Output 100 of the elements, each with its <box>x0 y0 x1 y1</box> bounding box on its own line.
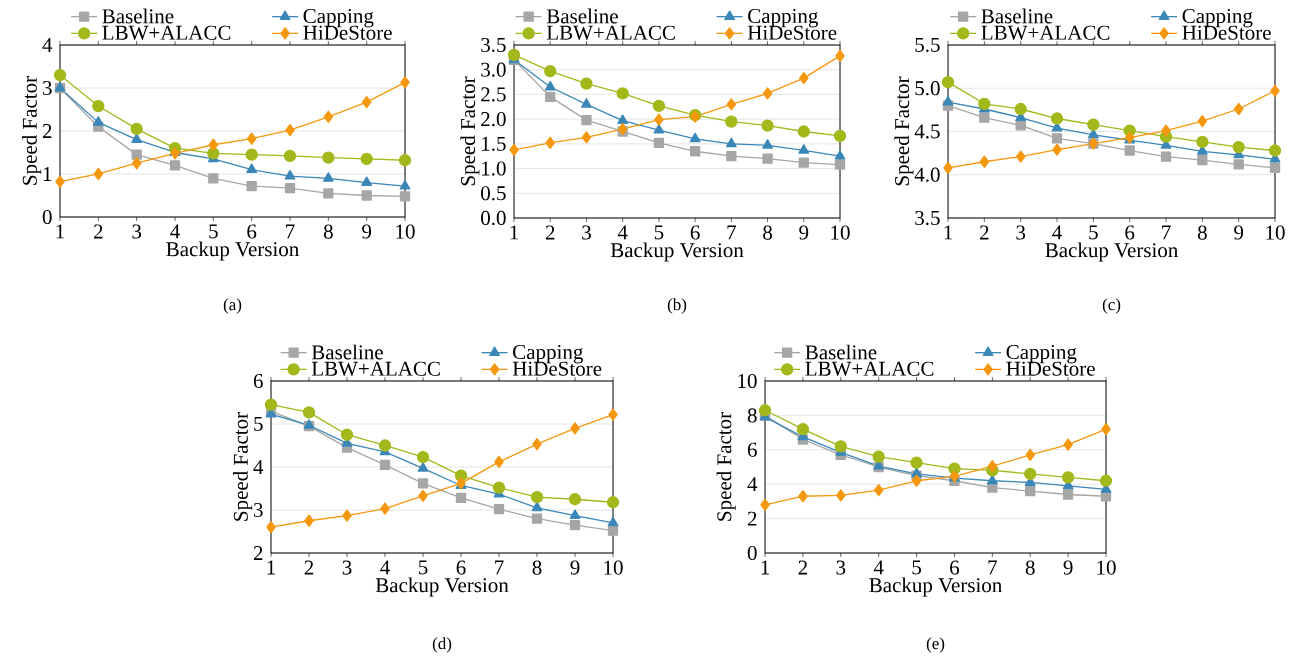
x-tick-label: 5 <box>209 224 218 239</box>
y-tick-label: 10 <box>738 373 757 389</box>
x-tick-label: 10 <box>396 224 415 239</box>
y-tick-label: 1 <box>43 167 52 181</box>
x-tick-label: 8 <box>763 225 773 240</box>
text: LBW+ALACC <box>102 25 231 40</box>
y-tick-label: 3 <box>42 80 52 96</box>
y-tick-label: 4.0 <box>914 167 940 182</box>
x-tick-label: 4 <box>170 224 180 239</box>
text: (c) <box>1102 298 1121 314</box>
x-tick-label: 7 <box>727 225 736 240</box>
y-tick-label: 6 <box>253 373 263 389</box>
x-axis-title: Backup Version <box>869 577 1003 597</box>
x-tick-label: 10 <box>1266 225 1285 240</box>
x-axis-title: Backup Version <box>375 577 509 597</box>
y-tick-label: 3.5 <box>481 37 506 53</box>
y-tick-label: 1.0 <box>482 161 506 176</box>
x-tick-label: 5 <box>654 225 664 240</box>
x-tick-label: 1 <box>761 560 770 575</box>
y-axis-title: Speed Factor <box>894 76 914 186</box>
x-tick-label: 6 <box>456 560 466 575</box>
x-tick-label: 2 <box>304 560 314 575</box>
y-tick-label: 4 <box>42 38 53 52</box>
y-tick-label: 0 <box>747 545 757 561</box>
x-tick-label: 9 <box>1234 225 1244 240</box>
x-tick-label: 3 <box>1016 225 1026 240</box>
x-tick-label: 3 <box>582 225 591 240</box>
y-tick-label: 4 <box>747 477 758 492</box>
x-tick-label: 10 <box>1097 560 1116 575</box>
x-tick-label: 1 <box>944 225 953 240</box>
x-tick-label: 7 <box>988 560 997 575</box>
text: (d) <box>432 637 452 653</box>
y-tick-label: 3.0 <box>481 62 506 77</box>
x-tick-label: 1 <box>56 224 64 239</box>
series-label: LBW+ALACC <box>311 361 440 376</box>
x-tick-label: 3 <box>132 224 142 239</box>
x-tick-label: 2 <box>980 225 989 240</box>
text: (b) <box>667 298 687 314</box>
y-tick-label: 4.5 <box>914 124 940 139</box>
y-tick-label: 5 <box>254 417 263 431</box>
y-tick-label: 2 <box>42 124 52 138</box>
x-tick-label: 4 <box>873 560 884 575</box>
y-tick-label: 2 <box>253 546 263 560</box>
legend-label: Baseline <box>981 8 1053 24</box>
y-tick-label: 0 <box>42 209 52 225</box>
x-tick-label: 10 <box>831 225 850 240</box>
y-tick-label: 1.5 <box>482 136 506 151</box>
x-tick-label: 7 <box>1162 225 1171 240</box>
x-tick-label: 2 <box>94 224 103 239</box>
legend-label: Baseline <box>311 344 383 360</box>
x-tick-label: 8 <box>532 560 542 575</box>
x-tick-label: 7 <box>495 560 504 575</box>
text: LBW+ALACC <box>805 361 934 376</box>
series-label: LBW+ALACC <box>546 25 675 40</box>
y-tick-label: 2.0 <box>481 112 506 127</box>
text: LBW+ALACC <box>981 25 1110 40</box>
x-axis-title: Backup Version <box>166 241 299 261</box>
x-tick-label: 5 <box>418 560 428 575</box>
x-tick-label: 5 <box>1089 225 1098 240</box>
x-tick-label: 3 <box>342 560 352 575</box>
text: (e) <box>926 637 945 653</box>
x-tick-label: 7 <box>286 224 295 239</box>
x-axis-title: Backup Version <box>1045 242 1179 262</box>
x-tick-label: 1 <box>267 560 275 575</box>
y-axis-title: Speed Factor <box>233 412 253 521</box>
x-tick-label: 6 <box>950 560 960 575</box>
x-tick-label: 6 <box>690 225 700 240</box>
y-tick-label: 2.5 <box>481 87 506 102</box>
x-tick-label: 3 <box>836 560 846 575</box>
x-tick-label: 9 <box>1063 560 1073 575</box>
y-tick-label: 3.5 <box>915 210 940 226</box>
x-tick-label: 4 <box>380 560 390 575</box>
y-tick-label: 6 <box>747 442 757 457</box>
y-tick-label: 3 <box>253 502 263 518</box>
x-tick-label: 6 <box>1125 225 1135 240</box>
y-axis-title: Speed Factor <box>22 76 42 185</box>
text: (a) <box>223 298 242 314</box>
x-axis-title: Backup Version <box>610 242 744 262</box>
x-tick-label: 8 <box>323 224 333 239</box>
legend-label: Baseline <box>102 8 174 24</box>
y-tick-label: 5.0 <box>915 81 940 96</box>
legend-label: Baseline <box>546 8 618 24</box>
x-tick-label: 1 <box>510 225 518 240</box>
x-tick-label: 4 <box>617 225 628 240</box>
y-tick-label: 5.5 <box>915 37 940 53</box>
x-tick-label: 2 <box>545 225 555 240</box>
x-tick-label: 10 <box>604 560 623 575</box>
y-tick-label: 4 <box>253 460 264 474</box>
x-tick-label: 4 <box>1052 225 1062 240</box>
y-tick-label: 8 <box>747 408 757 423</box>
y-tick-label: 0.5 <box>481 186 506 201</box>
x-tick-label: 9 <box>362 224 372 239</box>
y-axis-title: Speed Factor <box>460 76 480 186</box>
x-tick-label: 9 <box>799 225 809 240</box>
x-tick-label: 2 <box>798 560 807 575</box>
legend-label: Baseline <box>805 344 877 360</box>
y-tick-label: 2 <box>747 511 757 526</box>
x-tick-label: 8 <box>1197 225 1207 240</box>
y-tick-label: 0.0 <box>481 210 506 226</box>
x-tick-label: 9 <box>570 560 580 575</box>
